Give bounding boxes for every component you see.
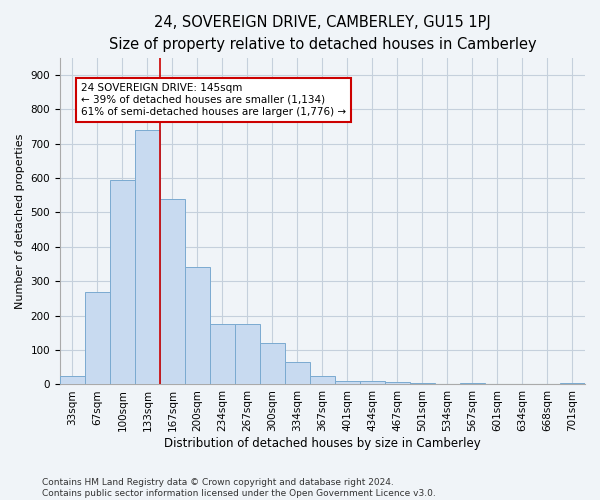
Bar [410,382,435,384]
Bar [235,324,260,384]
Y-axis label: Number of detached properties: Number of detached properties [15,134,25,308]
Bar [285,362,310,384]
Text: 24 SOVEREIGN DRIVE: 145sqm
← 39% of detached houses are smaller (1,134)
61% of s: 24 SOVEREIGN DRIVE: 145sqm ← 39% of deta… [81,84,346,116]
Bar [210,324,235,384]
Bar [110,180,135,384]
Text: Contains HM Land Registry data © Crown copyright and database right 2024.
Contai: Contains HM Land Registry data © Crown c… [42,478,436,498]
Bar [360,381,385,384]
Bar [85,292,110,384]
Bar [560,382,585,384]
Bar [335,381,360,384]
Bar [260,343,285,384]
Bar [160,198,185,384]
Bar [135,130,160,384]
X-axis label: Distribution of detached houses by size in Camberley: Distribution of detached houses by size … [164,437,481,450]
Bar [185,268,210,384]
Bar [385,382,410,384]
Bar [60,376,85,384]
Bar [460,382,485,384]
Title: 24, SOVEREIGN DRIVE, CAMBERLEY, GU15 1PJ
Size of property relative to detached h: 24, SOVEREIGN DRIVE, CAMBERLEY, GU15 1PJ… [109,15,536,52]
Bar [310,376,335,384]
